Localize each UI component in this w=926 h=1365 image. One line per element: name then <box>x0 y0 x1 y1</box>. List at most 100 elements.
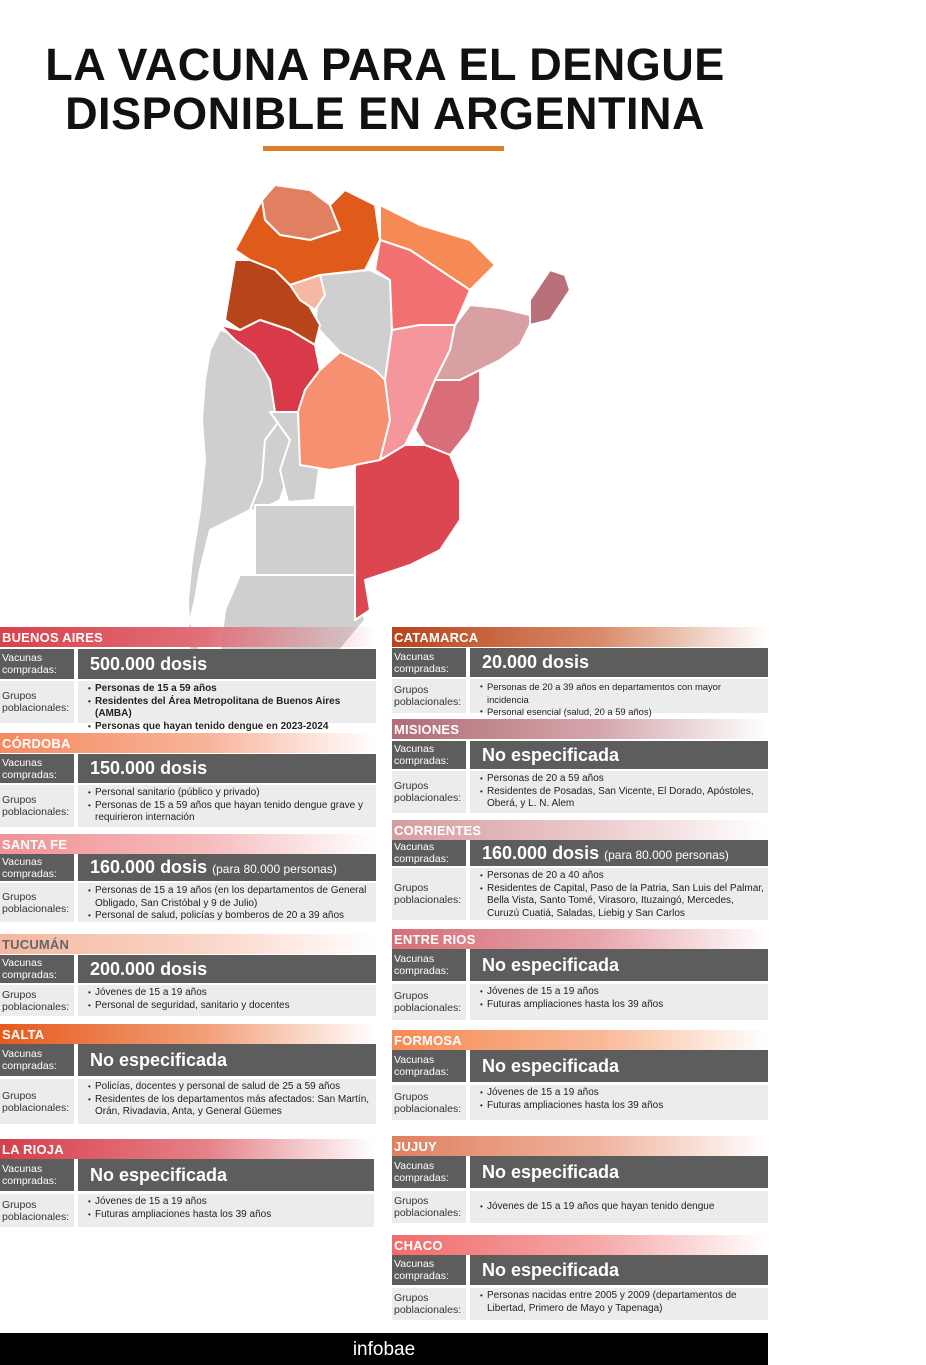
province-header: SALTA <box>0 1024 376 1044</box>
province-header: TUCUMÁN <box>0 934 376 954</box>
grupos-label: Grupos poblacionales: <box>0 1194 74 1227</box>
province-header: SANTA FE <box>0 834 376 854</box>
province-name: TUCUMÁN <box>2 937 70 952</box>
province-header: FORMOSA <box>392 1030 768 1050</box>
vacunas-row: Vacunas compradas: 160.000 dosis (para 80.… <box>0 854 376 881</box>
grupos-label: Grupos poblacionales: <box>0 681 74 723</box>
groups-list: Policías, docentes y personal de salud d… <box>78 1079 376 1124</box>
groups-list: Personal sanitario (público y privado) P… <box>78 785 376 827</box>
province-name: BUENOS AIRES <box>2 630 103 645</box>
province-header: CATAMARCA <box>392 627 768 647</box>
group-item: Futuras ampliaciones hasta los 39 años <box>480 999 764 1012</box>
argentina-map <box>187 184 571 671</box>
province-card-la-rioja: LA RIOJA Vacunas compradas: No especifica… <box>0 1139 374 1227</box>
group-item: Residentes de Posadas, San Vicente, El D… <box>480 786 764 811</box>
vacunas-row: Vacunas compradas: No especificada <box>392 1255 768 1285</box>
grupos-label: Grupos poblacionales: <box>392 771 466 813</box>
province-name: SANTA FE <box>2 837 68 852</box>
province-name: SALTA <box>2 1027 45 1042</box>
group-item: Personas de 20 a 39 años en departamento… <box>480 681 764 706</box>
grupos-label: Grupos poblacionales: <box>0 985 74 1016</box>
province-tucuman <box>289 274 326 311</box>
province-entrerios <box>414 369 481 456</box>
group-item: Personas de 20 a 59 años <box>480 773 764 786</box>
groups-list: Personas de 15 a 19 años (en los departa… <box>78 883 376 922</box>
group-item: Policías, docentes y personal de salud d… <box>88 1081 372 1094</box>
group-item: Personal de salud, policías y bomberos d… <box>88 910 372 923</box>
dosis-value: 500.000 dosis <box>78 649 376 679</box>
grupos-label: Grupos poblacionales: <box>392 1191 466 1223</box>
group-item: Futuras ampliaciones hasta los 39 años <box>88 1209 370 1222</box>
groups-list: Jóvenes de 15 a 19 años Futuras ampliaci… <box>470 1085 768 1120</box>
groups-list: Personas de 15 a 59 años Residentes del … <box>78 681 376 733</box>
groups-list: Personas de 20 a 39 años en departamento… <box>470 679 768 718</box>
province-card-tucuman: TUCUMÁN Vacunas compradas: 200.000 dosis … <box>0 934 376 1016</box>
dosis-value: No especificada <box>78 1159 374 1191</box>
province-name: CÓRDOBA <box>2 736 71 751</box>
dosis-value: 150.000 dosis <box>78 754 376 783</box>
province-header: LA RIOJA <box>0 1139 374 1159</box>
grupos-label: Grupos poblacionales: <box>0 1079 74 1124</box>
dosis-value: No especificada <box>78 1044 376 1076</box>
grupos-label: Grupos poblacionales: <box>392 1288 466 1320</box>
vacunas-row: Vacunas compradas: No especificada <box>392 1156 768 1188</box>
group-item: Personal de seguridad, sanitario y docen… <box>88 1000 372 1013</box>
province-misiones <box>529 269 571 326</box>
vacunas-label: Vacunas compradas: <box>0 955 74 983</box>
province-card-corrientes: CORRIENTES Vacunas compradas: 160.000 dos… <box>392 820 768 920</box>
province-name: MISIONES <box>394 722 460 737</box>
groups-list: Personas nacidas entre 2005 y 2009 (depa… <box>470 1288 768 1320</box>
grupos-label: Grupos poblacionales: <box>0 883 74 922</box>
vacunas-label: Vacunas compradas: <box>0 1044 74 1076</box>
vacunas-row: Vacunas compradas: No especificada <box>0 1044 376 1076</box>
vacunas-label: Vacunas compradas: <box>392 1050 466 1082</box>
title-line-1: LA VACUNA PARA EL DENGUE <box>45 39 725 90</box>
dosis-value: 20.000 dosis <box>470 648 768 677</box>
group-item: Jóvenes de 15 a 19 años <box>480 986 764 999</box>
vacunas-label: Vacunas compradas: <box>392 1255 466 1285</box>
dosis-value: No especificada <box>470 1050 768 1082</box>
group-item: Personas que hayan tenido dengue en 2023… <box>88 721 372 734</box>
province-name: CHACO <box>394 1238 443 1253</box>
title-line-2: DISPONIBLE EN ARGENTINA <box>65 88 705 139</box>
grupos-label: Grupos poblacionales: <box>0 785 74 827</box>
title-underline <box>263 146 504 151</box>
grupos-label: Grupos poblacionales: <box>392 679 466 713</box>
grupos-label: Grupos poblacionales: <box>392 1085 466 1120</box>
groups-list: Jóvenes de 15 a 19 años Futuras ampliaci… <box>470 984 768 1020</box>
province-header: BUENOS AIRES <box>0 627 376 647</box>
province-card-entre-rios: ENTRE RIOS Vacunas compradas: No especifi… <box>392 929 768 1020</box>
page-title: LA VACUNA PARA EL DENGUE DISPONIBLE EN A… <box>0 40 770 138</box>
province-card-santa-fe: SANTA FE Vacunas compradas: 160.000 dosis… <box>0 834 376 922</box>
group-item: Jóvenes de 15 a 19 años <box>88 987 372 1000</box>
province-header: CORRIENTES <box>392 820 768 840</box>
vacunas-row: Vacunas compradas: No especificada <box>392 1050 768 1082</box>
province-card-buenos-aires: BUENOS AIRES Vacunas compradas: 500.000 d… <box>0 627 376 733</box>
dosis-value: 160.000 dosis (para 80.000 personas) <box>470 840 768 866</box>
province-name: FORMOSA <box>394 1033 462 1048</box>
province-header: JUJUY <box>392 1136 768 1156</box>
groups-list: Jóvenes de 15 a 19 años Personal de segu… <box>78 985 376 1016</box>
province-name: CORRIENTES <box>394 823 482 838</box>
province-card-cordoba: CÓRDOBA Vacunas compradas: 150.000 dosis … <box>0 733 376 827</box>
dosis-value: 200.000 dosis <box>78 955 376 983</box>
province-card-chaco: CHACO Vacunas compradas: No especificada … <box>392 1235 768 1320</box>
group-item: Personal sanitario (público y privado) <box>88 787 372 800</box>
dosis-value: No especificada <box>470 741 768 769</box>
vacunas-label: Vacunas compradas: <box>392 648 466 677</box>
province-name: ENTRE RIOS <box>394 932 476 947</box>
vacunas-row: Vacunas compradas: No especificada <box>392 741 768 769</box>
group-item: Personas de 20 a 40 años <box>480 870 764 883</box>
province-name: LA RIOJA <box>2 1142 64 1157</box>
group-item: Personas de 15 a 19 años (en los departa… <box>88 885 372 910</box>
vacunas-label: Vacunas compradas: <box>0 649 74 679</box>
vacunas-row: Vacunas compradas: 500.000 dosis <box>0 649 376 679</box>
